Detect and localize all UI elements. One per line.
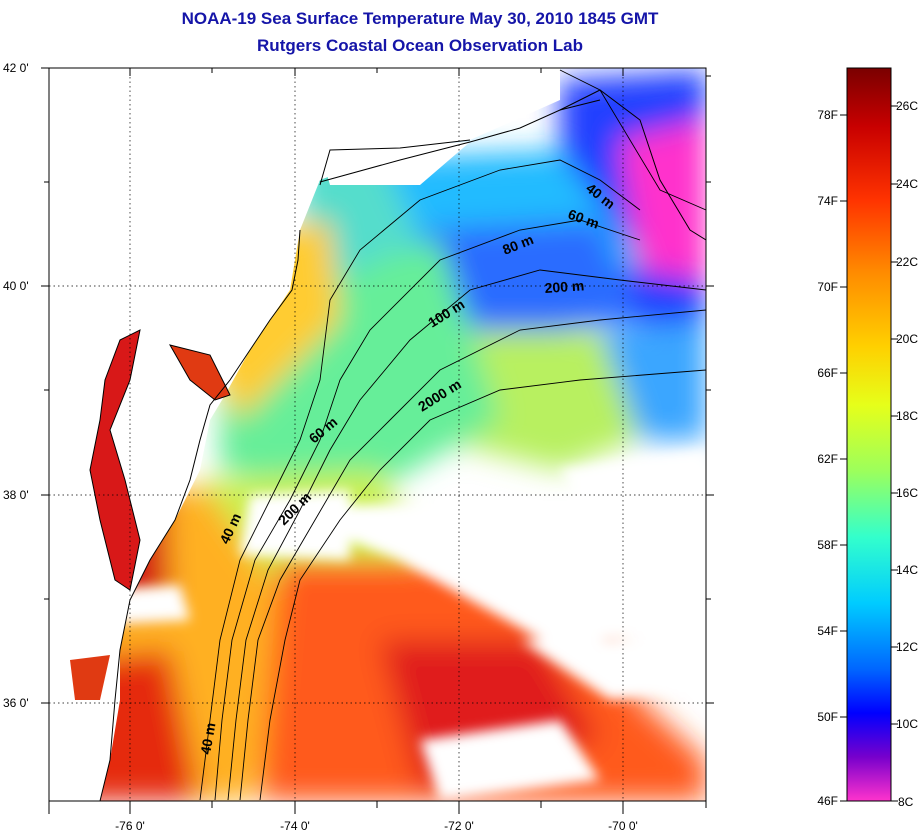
lon-tick-label: -74 0' — [280, 819, 310, 832]
lon-tick-label: -76 0' — [115, 819, 145, 832]
colorbar-f-label: 62F — [817, 452, 838, 466]
colorbar-c-label: 10C — [896, 717, 918, 731]
lon-tick-label: -72 0' — [444, 819, 474, 832]
axis-ticks — [41, 67, 714, 814]
colorbar: 78F 74F 70F 66F 62F 58F 54F 50F 46F 26C … — [817, 67, 918, 809]
colorbar-f-label: 58F — [817, 538, 838, 552]
colorbar-f-label: 70F — [817, 280, 838, 294]
lat-tick-label: 36 0' — [3, 696, 29, 710]
colorbar-c-label: 12C — [896, 640, 918, 654]
land — [49, 68, 560, 801]
isobath-label: 40 m — [197, 721, 218, 755]
colorbar-c-label: 16C — [896, 486, 918, 500]
colorbar-c-label: 24C — [896, 177, 918, 191]
colorbar-f-label: 46F — [817, 794, 838, 808]
lon-tick-label: -70 0' — [608, 819, 638, 832]
colorbar-ticks — [840, 105, 898, 802]
colorbar-c-label: 22C — [896, 255, 918, 269]
colorbar-c-label: 26C — [896, 99, 918, 113]
sst-field — [60, 70, 706, 801]
longitude-labels: -76 0' -74 0' -72 0' -70 0' — [115, 819, 638, 832]
colorbar-f-label: 74F — [817, 194, 838, 208]
colorbar-gradient — [846, 67, 892, 802]
colorbar-c-label: 8C — [898, 795, 914, 809]
lat-tick-label: 40 0' — [3, 279, 29, 293]
colorbar-c-label: 18C — [896, 409, 918, 423]
colorbar-c-label: 20C — [896, 332, 918, 346]
colorbar-f-label: 78F — [817, 108, 838, 122]
lat-tick-label: 38 0' — [3, 488, 29, 502]
colorbar-f-label: 50F — [817, 710, 838, 724]
colorbar-fahrenheit-labels: 78F 74F 70F 66F 62F 58F 54F 50F 46F — [817, 108, 838, 808]
map-title: NOAA-19 Sea Surface Temperature May 30, … — [181, 9, 659, 28]
map-subtitle: Rutgers Coastal Ocean Observation Lab — [257, 36, 583, 55]
colorbar-c-label: 14C — [896, 563, 918, 577]
bays — [70, 330, 230, 700]
latitude-labels: 42 0' 40 0' 38 0' 36 0' — [3, 61, 29, 710]
colorbar-celsius-labels: 26C 24C 22C 20C 18C 16C 14C 12C 10C 8C — [896, 99, 918, 809]
isobath-label: 200 m — [544, 277, 585, 296]
colorbar-f-label: 66F — [817, 366, 838, 380]
graticule — [49, 68, 706, 801]
sst-map: 40 m 60 m 80 m 200 m 100 m 2000 m 60 m 2… — [49, 68, 706, 801]
lat-tick-label: 42 0' — [3, 61, 29, 75]
colorbar-f-label: 54F — [817, 624, 838, 638]
